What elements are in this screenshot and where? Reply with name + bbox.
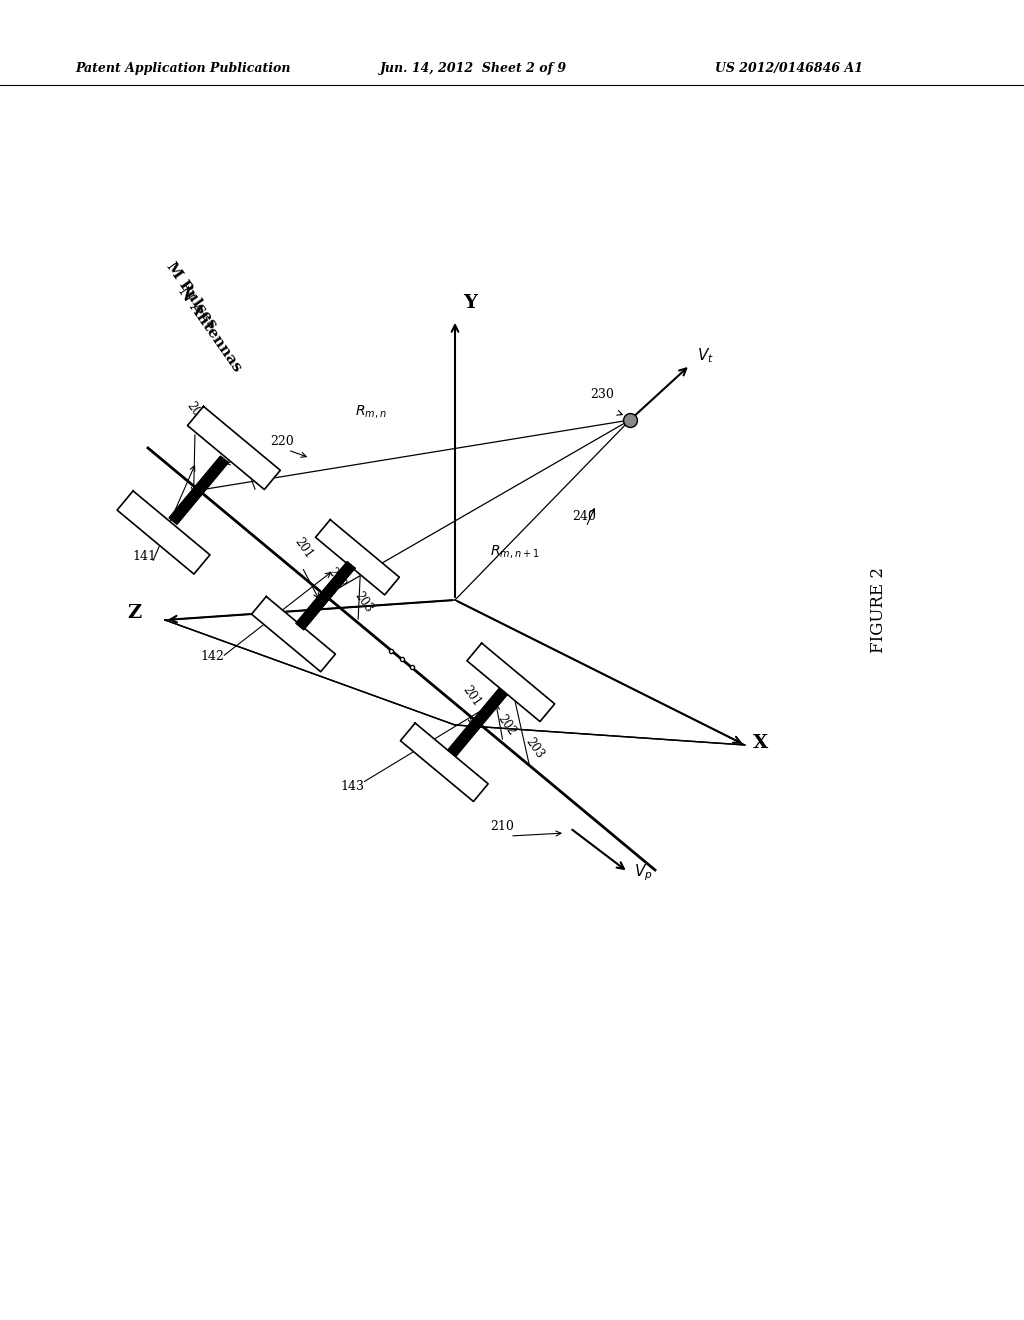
Text: 201: 201 [184, 400, 208, 425]
Text: 240: 240 [572, 510, 596, 523]
Text: Z: Z [128, 605, 142, 622]
Text: 202: 202 [495, 713, 518, 738]
Text: N Antennas: N Antennas [176, 285, 245, 375]
Polygon shape [117, 491, 210, 574]
Polygon shape [315, 520, 399, 595]
Polygon shape [252, 597, 336, 672]
Text: M Pulses: M Pulses [164, 259, 220, 331]
Text: $R_{m,n+1}$: $R_{m,n+1}$ [490, 544, 540, 561]
Text: 203: 203 [248, 459, 271, 484]
Text: X: X [753, 734, 768, 752]
Polygon shape [296, 562, 355, 630]
Text: 201: 201 [292, 536, 315, 561]
Text: 230: 230 [590, 388, 613, 401]
Text: 202: 202 [222, 433, 246, 458]
Text: $V_t$: $V_t$ [697, 346, 714, 364]
Text: 202: 202 [325, 565, 348, 591]
Polygon shape [187, 407, 281, 490]
Text: 201: 201 [460, 684, 483, 709]
Text: 220: 220 [270, 436, 294, 447]
Text: 210: 210 [490, 820, 514, 833]
Text: FIGURE 2: FIGURE 2 [870, 568, 887, 653]
Text: 143: 143 [340, 780, 364, 793]
Text: Jun. 14, 2012  Sheet 2 of 9: Jun. 14, 2012 Sheet 2 of 9 [380, 62, 567, 75]
Text: 203: 203 [352, 589, 376, 615]
Text: $V_p$: $V_p$ [634, 862, 652, 883]
Text: Patent Application Publication: Patent Application Publication [75, 62, 291, 75]
Polygon shape [467, 643, 555, 722]
Text: 203: 203 [523, 735, 547, 762]
Text: US 2012/0146846 A1: US 2012/0146846 A1 [715, 62, 863, 75]
Polygon shape [169, 457, 228, 524]
Text: 142: 142 [200, 649, 224, 663]
Text: Y: Y [463, 294, 477, 312]
Polygon shape [400, 723, 488, 801]
Text: $R_{m,n}$: $R_{m,n}$ [355, 404, 387, 420]
Text: 141: 141 [132, 550, 156, 564]
Polygon shape [449, 688, 507, 756]
